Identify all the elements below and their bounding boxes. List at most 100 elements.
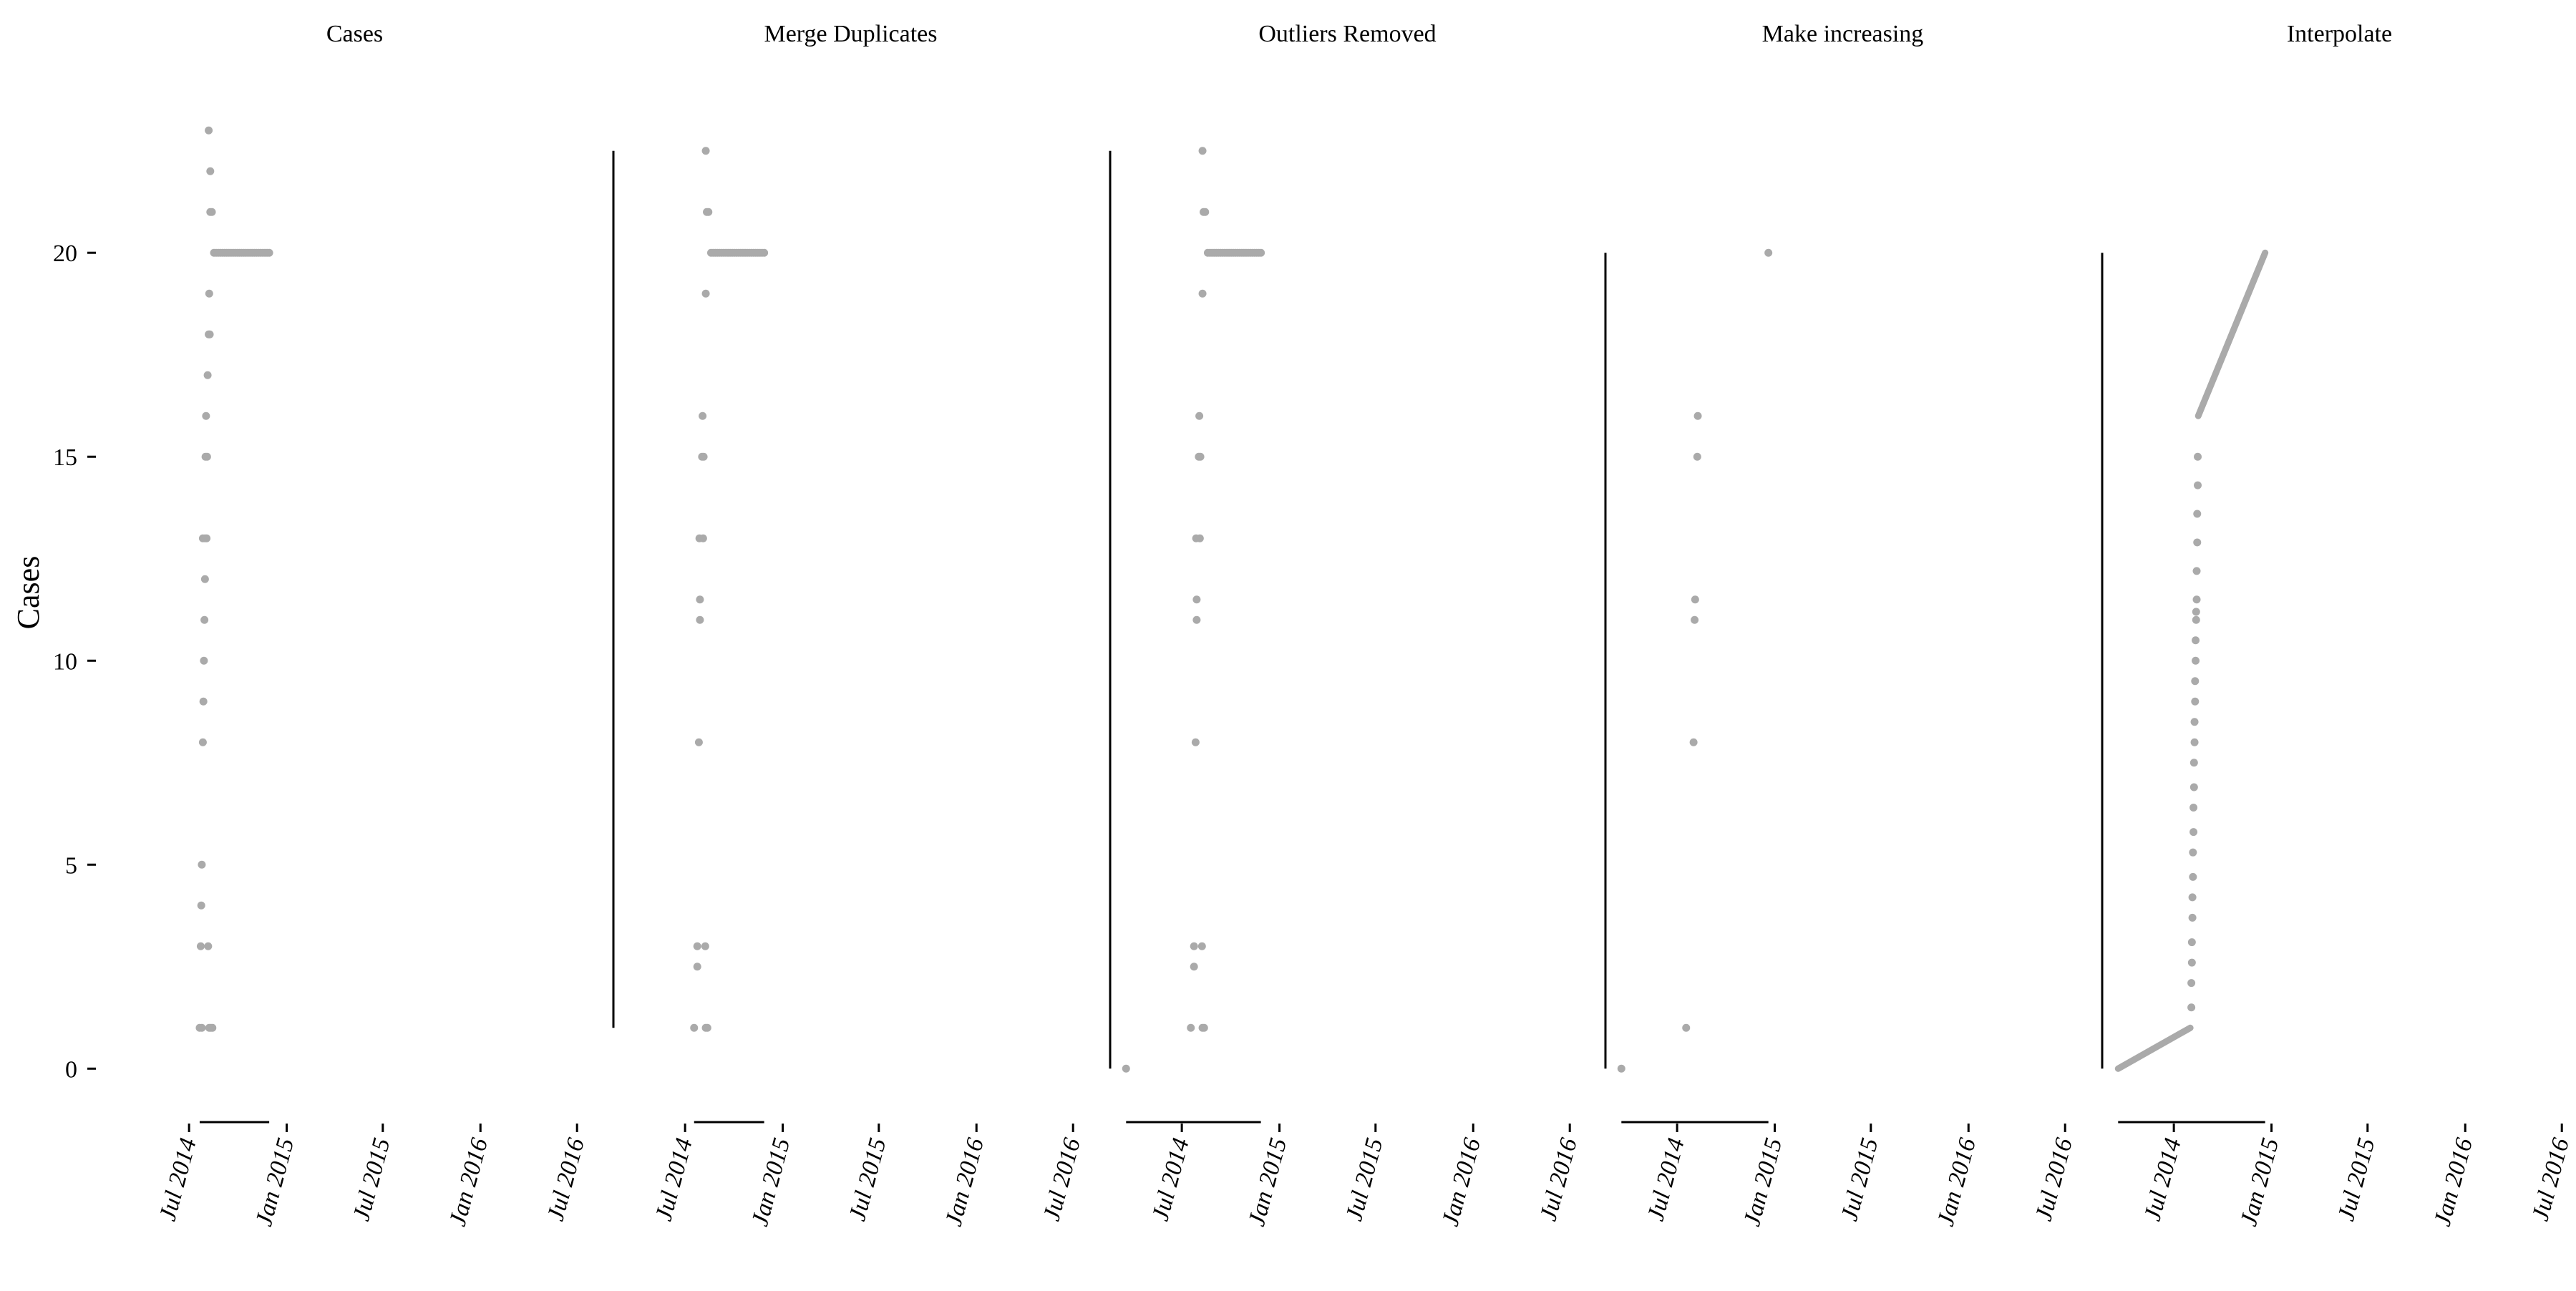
panel-title: Make increasing [1762, 21, 1924, 47]
data-point [202, 411, 210, 420]
data-point [693, 942, 701, 950]
data-point [1191, 738, 1200, 746]
data-point [2187, 938, 2196, 947]
data-point [1198, 289, 1207, 298]
facet-panel: Outliers Removed Jul 2014 Jan 2015 Jul 2015… [1109, 21, 1583, 1229]
data-point [2188, 913, 2197, 922]
data-point [1187, 1023, 1195, 1032]
data-point [196, 942, 205, 950]
data-point [2194, 452, 2202, 461]
data-point [703, 1023, 711, 1032]
data-point [2187, 979, 2196, 988]
data-point [205, 126, 213, 135]
y-axis: Cases 0 5 10 15 20 [11, 240, 96, 1083]
data-point [197, 901, 205, 910]
data-point [203, 371, 212, 379]
data-point [2192, 595, 2201, 604]
data-point [2189, 872, 2197, 881]
data-point [699, 452, 708, 461]
x-tick-label: Jul 2016 [1535, 1135, 1583, 1224]
data-point [198, 860, 206, 869]
x-tick-label: Jul 2015 [1341, 1135, 1388, 1224]
panel-title: Interpolate [2287, 21, 2392, 47]
y-tick-label: 20 [53, 240, 77, 267]
data-point [704, 208, 713, 216]
x-tick-label: Jul 2014 [651, 1135, 698, 1224]
y-tick-label: 10 [53, 648, 77, 675]
x-tick-label: Jul 2014 [1643, 1135, 1690, 1224]
x-tick-label: Jul 2016 [2527, 1135, 2575, 1224]
data-point [694, 738, 703, 746]
data-point [2189, 803, 2198, 812]
data-point [699, 411, 707, 420]
data-point [2192, 567, 2201, 575]
data-point [208, 1023, 217, 1032]
x-tick-label: Jan 2015 [747, 1135, 795, 1229]
y-axis-title: Cases [11, 556, 46, 630]
data-point [2187, 958, 2196, 967]
data-point [208, 208, 216, 216]
data-point [1190, 942, 1198, 950]
data-point [1689, 738, 1698, 746]
x-tick-label: Jul 2015 [1836, 1135, 1883, 1224]
data-point [265, 248, 273, 257]
x-tick-label: Jan 2016 [444, 1135, 493, 1229]
x-tick-label: Jul 2016 [543, 1135, 590, 1224]
data-point [1764, 248, 1773, 257]
data-point [1693, 411, 1702, 420]
data-point [2191, 677, 2200, 686]
data-point [204, 942, 213, 950]
facet-panel: Merge Duplicates Jul 2014 Jan 2015 Jul 2015… [612, 21, 1086, 1229]
x-tick-label: Jul 2016 [2031, 1135, 2078, 1224]
x-tick-label: Jul 2014 [2139, 1135, 2187, 1224]
x-tick-label: Jan 2015 [2235, 1135, 2284, 1229]
data-point [2194, 481, 2202, 489]
data-point [701, 942, 709, 950]
data-point [1617, 1064, 1625, 1073]
x-tick-label: Jan 2016 [2429, 1135, 2478, 1229]
x-tick-label: Jul 2015 [348, 1135, 395, 1224]
data-point [203, 534, 211, 542]
panel-title: Merge Duplicates [764, 21, 937, 47]
data-point [760, 248, 769, 257]
data-point [1257, 248, 1265, 257]
data-point [198, 738, 207, 746]
x-tick-label: Jul 2015 [2333, 1135, 2380, 1224]
data-point [1190, 963, 1198, 971]
data-point [1122, 1064, 1130, 1073]
x-tick-label: Jan 2016 [1437, 1135, 1486, 1229]
data-point [2190, 718, 2199, 726]
data-point [701, 289, 710, 298]
data-point [1198, 147, 1207, 155]
data-point [2193, 538, 2202, 547]
data-point [1195, 411, 1204, 420]
data-point [200, 615, 209, 624]
data-point [205, 289, 213, 298]
x-tick-label: Jan 2016 [941, 1135, 989, 1229]
facet-panels: Cases Jul 2014 Jan 2015 Jul 2015 Jan 2016 Jul… [155, 21, 2575, 1229]
x-tick-label: Jan 2015 [1739, 1135, 1787, 1229]
data-point [696, 615, 704, 624]
data-point [699, 534, 707, 542]
data-point [206, 167, 215, 175]
data-point [1201, 208, 1210, 216]
data-point [1192, 615, 1201, 624]
data-point [198, 1023, 206, 1032]
data-point [2193, 510, 2202, 518]
data-point [1693, 452, 1701, 461]
facet-panel: Make increasing Jul 2014 Jan 2015 Jul 2015 J… [1604, 21, 2078, 1229]
data-point [205, 330, 214, 338]
data-point [2189, 848, 2197, 857]
data-point [1197, 942, 1206, 950]
data-point [199, 697, 208, 706]
series-line-segment [2114, 1024, 2194, 1072]
facet-panel: Cases Jul 2014 Jan 2015 Jul 2015 Jan 2016 Jul… [155, 21, 590, 1229]
data-point [1192, 595, 1201, 604]
series-line-segment [2195, 249, 2269, 419]
panel-title: Outliers Removed [1258, 21, 1436, 47]
data-point [2192, 615, 2200, 624]
y-tick-label: 15 [53, 444, 77, 471]
facet-panel: Interpolate Jul 2014 Jan 2015 Jul 2015 Jan 2… [2101, 21, 2575, 1229]
y-tick-label: 5 [65, 852, 77, 879]
